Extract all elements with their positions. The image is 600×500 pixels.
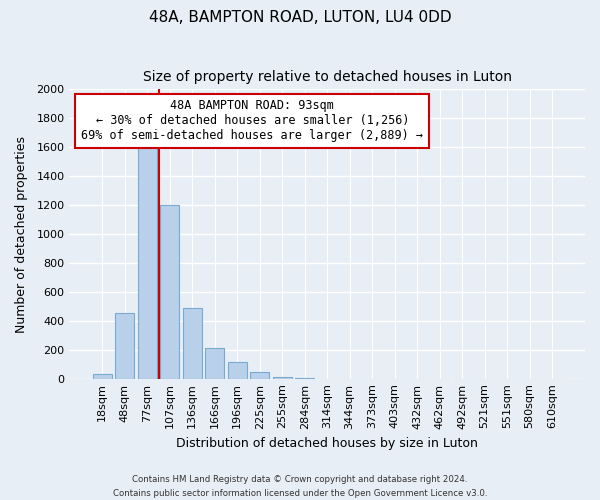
Bar [227,362,247,378]
Bar [205,348,224,378]
Text: Contains HM Land Registry data © Crown copyright and database right 2024.
Contai: Contains HM Land Registry data © Crown c… [113,476,487,498]
Title: Size of property relative to detached houses in Luton: Size of property relative to detached ho… [143,70,512,84]
Y-axis label: Number of detached properties: Number of detached properties [15,136,28,332]
Bar [182,308,202,378]
Bar [272,376,292,378]
Bar [115,313,134,378]
Text: 48A BAMPTON ROAD: 93sqm
← 30% of detached houses are smaller (1,256)
69% of semi: 48A BAMPTON ROAD: 93sqm ← 30% of detache… [82,100,424,142]
X-axis label: Distribution of detached houses by size in Luton: Distribution of detached houses by size … [176,437,478,450]
Bar [160,205,179,378]
Text: 48A, BAMPTON ROAD, LUTON, LU4 0DD: 48A, BAMPTON ROAD, LUTON, LU4 0DD [149,10,451,25]
Bar [93,374,112,378]
Bar [138,147,157,378]
Bar [250,372,269,378]
